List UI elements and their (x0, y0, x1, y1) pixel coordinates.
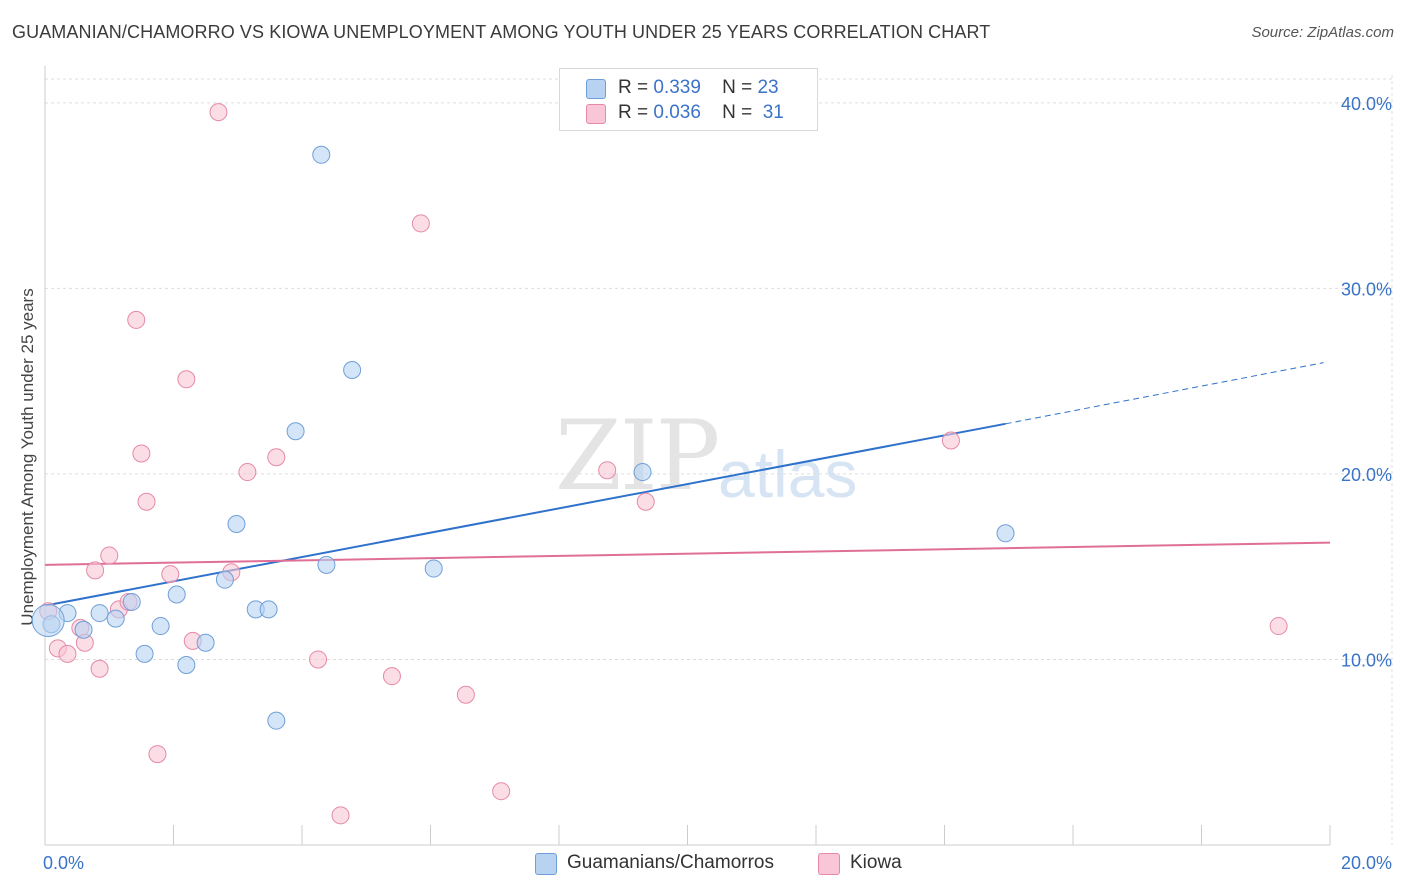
y-tick-label: 10.0% (1341, 650, 1392, 670)
legend-n-value: 23 (757, 77, 779, 98)
point-guamanian (106, 609, 125, 628)
point-kiowa (148, 745, 167, 764)
point-kiowa (58, 644, 77, 663)
point-guamanian (312, 145, 331, 164)
point-guamanian (215, 570, 234, 589)
bottom-legend-swatch-pink (818, 853, 840, 875)
bottom-legend-label: Guamanians/Chamorros (567, 852, 774, 873)
correlation-legend: R = 0.339 N = 23 R = 0.036 N = 31 (559, 68, 818, 131)
point-guamanian (317, 555, 336, 574)
legend-r-value: 0.036 (653, 102, 701, 123)
trend-line-guamanian-extension (1005, 362, 1324, 425)
point-kiowa (941, 431, 960, 450)
point-guamanian (633, 463, 652, 482)
point-kiowa (127, 310, 146, 329)
point-kiowa (209, 103, 228, 122)
point-guamanian (196, 633, 215, 652)
point-kiowa (1269, 617, 1288, 636)
chart-title: GUAMANIAN/CHAMORRO VS KIOWA UNEMPLOYMENT… (12, 22, 991, 42)
data-points (31, 103, 1288, 825)
point-guamanian (90, 604, 109, 623)
point-kiowa (309, 650, 328, 669)
point-kiowa (492, 782, 511, 801)
point-kiowa (86, 561, 105, 580)
point-kiowa (161, 565, 180, 584)
point-guamanian (259, 600, 278, 619)
x-tick-label: 20.0% (1341, 853, 1392, 873)
point-guamanian (167, 585, 186, 604)
point-guamanian (343, 361, 362, 380)
bottom-legend-swatch-blue (535, 853, 557, 875)
legend-swatch-blue (586, 79, 606, 99)
point-kiowa (238, 463, 257, 482)
x-tick-label: 0.0% (43, 853, 84, 873)
point-guamanian (74, 620, 93, 639)
legend-r-label: R = (618, 77, 649, 98)
y-tick-label: 20.0% (1341, 465, 1392, 485)
point-kiowa (177, 370, 196, 389)
point-kiowa (132, 444, 151, 463)
point-kiowa (331, 806, 350, 825)
bottom-legend-label: Kiowa (850, 852, 902, 873)
axes (44, 66, 1331, 846)
point-guamanian (227, 515, 246, 534)
grid-lines (45, 75, 1393, 845)
point-cluster (31, 603, 65, 637)
legend-n-label: N = (722, 102, 753, 123)
legend-r-value: 0.339 (653, 77, 701, 98)
point-guamanian (122, 592, 141, 611)
trend-lines (44, 362, 1331, 607)
point-kiowa (90, 659, 109, 678)
point-kiowa (456, 685, 475, 704)
point-guamanian (424, 559, 443, 578)
point-kiowa (137, 492, 156, 511)
tick-labels: 10.0% 20.0% 30.0% 40.0% 0.0% 20.0% (43, 94, 1392, 873)
source-label: Source: ZipAtlas.com (1251, 24, 1394, 41)
trend-line-guamanian (44, 422, 1006, 607)
legend-swatch-pink (586, 104, 606, 124)
point-guamanian (267, 711, 286, 730)
point-guamanian (177, 656, 196, 675)
point-kiowa (411, 214, 430, 233)
legend-n-value: 31 (762, 102, 784, 123)
trend-line-kiowa (44, 541, 1331, 566)
y-tick-label: 30.0% (1341, 279, 1392, 299)
point-guamanian (135, 644, 154, 663)
point-kiowa (636, 492, 655, 511)
legend-r-label: R = (618, 102, 649, 123)
point-kiowa (267, 448, 286, 467)
point-kiowa (100, 546, 119, 565)
point-guamanian (151, 617, 170, 636)
y-tick-label: 40.0% (1341, 94, 1392, 114)
point-kiowa (598, 461, 617, 480)
legend-n-label: N = (722, 77, 753, 98)
point-guamanian (996, 524, 1015, 543)
point-guamanian (286, 422, 305, 441)
point-kiowa (382, 667, 401, 686)
